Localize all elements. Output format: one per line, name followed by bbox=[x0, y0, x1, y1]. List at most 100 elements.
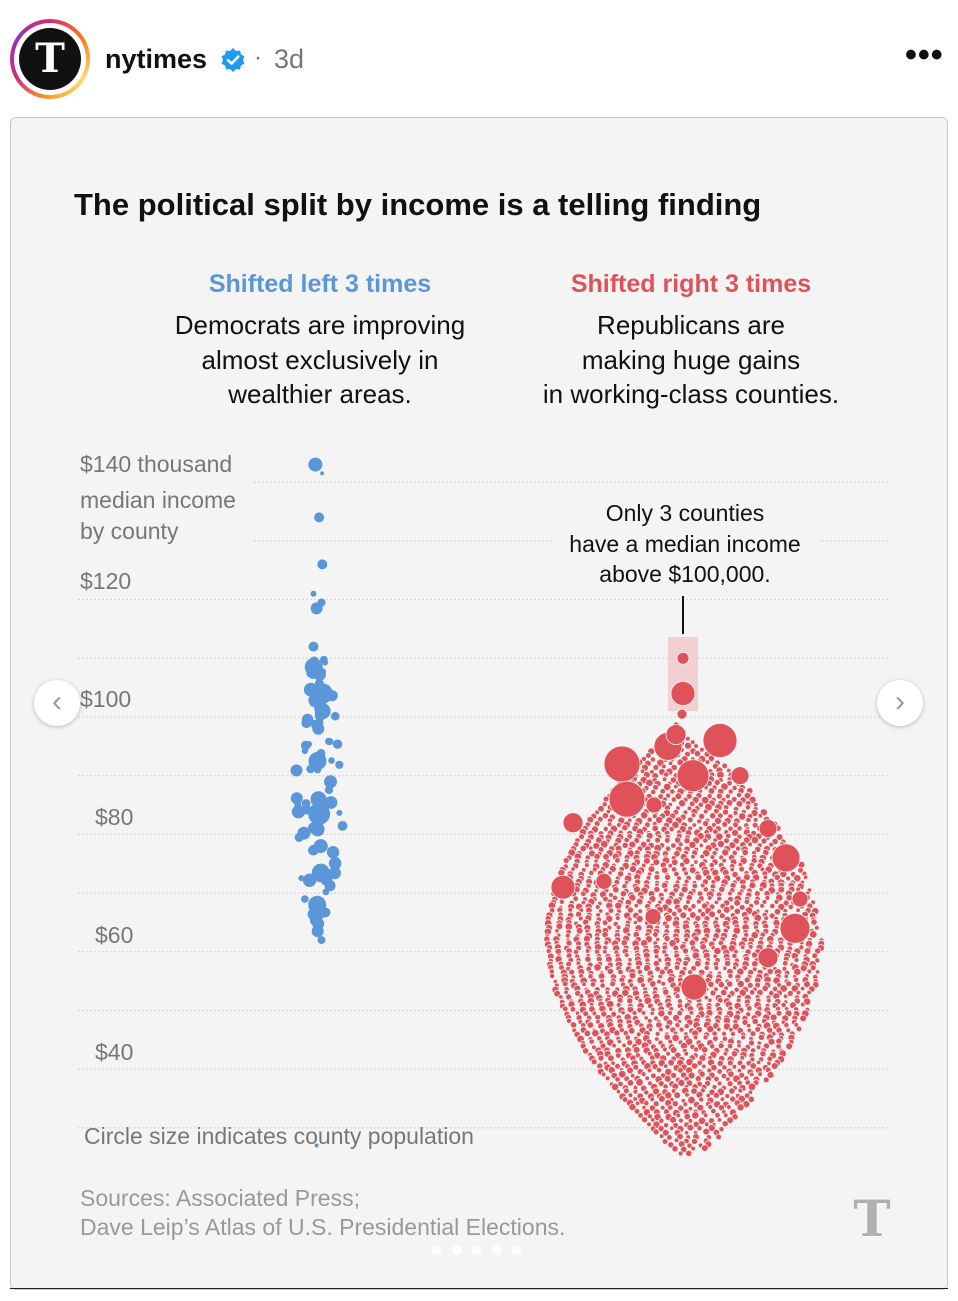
data-point-right bbox=[710, 1107, 717, 1115]
data-point-right bbox=[709, 989, 717, 997]
data-point-right bbox=[683, 1022, 690, 1030]
data-point-right bbox=[689, 911, 697, 919]
data-point-right bbox=[664, 1091, 673, 1100]
data-point-right bbox=[713, 1075, 720, 1083]
carousel-dot[interactable] bbox=[452, 1245, 462, 1255]
data-point-right bbox=[639, 768, 646, 774]
data-point-right bbox=[707, 1103, 714, 1110]
data-point-right bbox=[569, 1006, 577, 1013]
carousel-dot[interactable] bbox=[432, 1245, 442, 1255]
data-point-right bbox=[730, 1050, 739, 1058]
carousel-indicators bbox=[432, 1245, 532, 1257]
data-point-right bbox=[588, 869, 595, 877]
carousel-dot[interactable] bbox=[512, 1245, 522, 1255]
data-point-right bbox=[716, 840, 725, 849]
data-point-right bbox=[660, 980, 667, 987]
data-point-right bbox=[711, 936, 718, 943]
data-point-right bbox=[643, 1089, 650, 1096]
data-point-left bbox=[317, 559, 328, 570]
data-point-right bbox=[626, 1079, 635, 1087]
data-point-right bbox=[601, 812, 610, 820]
data-point-right bbox=[686, 1123, 695, 1132]
data-point-right bbox=[730, 766, 750, 786]
data-point-right bbox=[707, 980, 715, 989]
data-point-right bbox=[555, 922, 564, 931]
divider bbox=[10, 1288, 948, 1289]
more-options-icon[interactable]: ••• bbox=[905, 36, 944, 74]
carousel-prev-button[interactable]: ‹ bbox=[34, 680, 80, 726]
data-point-right bbox=[799, 1014, 807, 1023]
data-point-left bbox=[314, 512, 325, 523]
data-point-right bbox=[609, 980, 616, 988]
data-point-right bbox=[649, 1096, 655, 1103]
data-point-right bbox=[785, 1042, 793, 1051]
data-point-right bbox=[706, 1025, 715, 1034]
username[interactable]: nytimes bbox=[105, 44, 208, 74]
data-point-right bbox=[771, 843, 801, 873]
nyt-watermark-icon: T bbox=[853, 1189, 890, 1248]
data-point-right bbox=[683, 936, 690, 943]
data-point-right bbox=[592, 841, 601, 850]
data-point-right bbox=[663, 836, 671, 844]
data-point-right bbox=[799, 1001, 806, 1008]
data-point-right bbox=[747, 1095, 755, 1103]
avatar[interactable]: T bbox=[10, 19, 90, 99]
data-point-right bbox=[588, 1038, 595, 1045]
data-point-right bbox=[769, 902, 776, 910]
data-point-right bbox=[715, 1133, 722, 1141]
data-point-right bbox=[643, 1015, 649, 1021]
legend-right-title: Shifted right 3 times bbox=[571, 270, 811, 298]
data-point-right bbox=[785, 1027, 792, 1034]
data-point-right bbox=[702, 820, 710, 828]
data-point-right bbox=[645, 778, 654, 788]
data-point-right bbox=[658, 1095, 666, 1103]
data-point-right bbox=[719, 1096, 726, 1102]
annotation-backdrop bbox=[555, 497, 819, 589]
data-point-right bbox=[699, 911, 707, 918]
data-point-right bbox=[683, 837, 691, 845]
carousel-dot[interactable] bbox=[492, 1245, 502, 1255]
data-point-right bbox=[652, 931, 659, 938]
data-point-right bbox=[577, 915, 584, 922]
data-point-right bbox=[747, 943, 754, 950]
data-point-right bbox=[771, 985, 779, 993]
data-point-right bbox=[621, 1042, 627, 1049]
data-point-right bbox=[685, 735, 691, 742]
data-point-left bbox=[294, 832, 304, 842]
data-point-right bbox=[701, 1046, 709, 1054]
data-point-right bbox=[683, 1112, 691, 1121]
data-point-right bbox=[701, 796, 710, 805]
data-point-right bbox=[673, 1091, 681, 1099]
data-point-right bbox=[636, 968, 643, 975]
data-point-right bbox=[751, 821, 759, 829]
data-point-left bbox=[310, 822, 325, 837]
data-point-right bbox=[614, 857, 621, 864]
data-point-left bbox=[301, 895, 309, 903]
data-point-right bbox=[754, 1025, 762, 1033]
data-point-right bbox=[759, 1050, 767, 1058]
data-point-right bbox=[606, 821, 613, 828]
data-point-right bbox=[707, 1124, 716, 1132]
data-point-right bbox=[722, 965, 728, 971]
annotation-line-1: Only 3 counties bbox=[606, 500, 765, 526]
data-point-right bbox=[628, 982, 635, 988]
data-point-right bbox=[736, 1103, 745, 1112]
data-point-right bbox=[652, 1128, 660, 1136]
data-point-right bbox=[676, 651, 690, 665]
data-point-right bbox=[780, 1001, 787, 1009]
data-point-right bbox=[635, 1078, 644, 1087]
data-point-right bbox=[806, 968, 813, 975]
data-point-right bbox=[660, 763, 667, 770]
data-point-right bbox=[702, 886, 709, 893]
data-point-right bbox=[803, 980, 811, 989]
data-point-right bbox=[578, 833, 585, 840]
data-point-right bbox=[682, 857, 691, 866]
carousel-dot[interactable] bbox=[472, 1245, 482, 1255]
data-point-right bbox=[722, 1050, 729, 1057]
carousel-next-button[interactable]: › bbox=[877, 680, 923, 726]
data-point-right bbox=[764, 895, 771, 901]
data-point-right bbox=[690, 812, 697, 818]
data-point-right bbox=[632, 1088, 639, 1095]
data-point-right bbox=[775, 1009, 783, 1017]
y-tick-label: $100 bbox=[80, 686, 131, 712]
